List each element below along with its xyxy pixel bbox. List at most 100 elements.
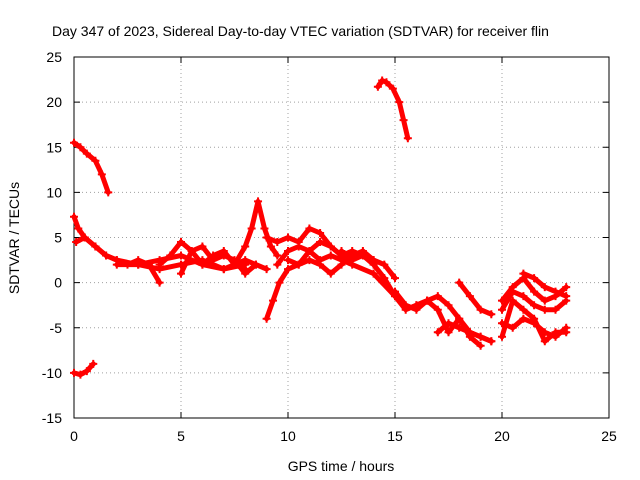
data-point [487, 310, 496, 319]
y-tick-label: -15 [42, 410, 62, 426]
series-arc-12 [284, 247, 399, 283]
data-point [399, 116, 408, 125]
chart-title: Day 347 of 2023, Sidereal Day-to-day VTE… [52, 23, 549, 39]
data-point [316, 260, 325, 269]
data-point [530, 314, 539, 323]
y-tick-label: 25 [46, 49, 62, 65]
y-tick-label: 15 [46, 139, 62, 155]
data-point [305, 247, 314, 256]
data-point [326, 242, 335, 251]
data-point [373, 82, 382, 91]
y-tick-label: 10 [46, 184, 62, 200]
data-point [241, 242, 250, 251]
data-point [198, 260, 207, 269]
data-point [369, 260, 378, 269]
data-point [305, 256, 314, 265]
data-point [155, 260, 164, 269]
data-point [294, 242, 303, 251]
data-point [177, 269, 185, 278]
data-point [498, 296, 506, 305]
data-point [562, 283, 571, 292]
data-point [97, 170, 106, 179]
x-tick-label: 5 [177, 428, 185, 444]
data-point [273, 251, 282, 260]
axis-ticks [73, 56, 610, 419]
data-point [305, 224, 314, 233]
x-tick-label: 25 [601, 428, 617, 444]
series-arc-8 [230, 197, 282, 269]
data-point [476, 341, 485, 350]
data-point [540, 296, 549, 305]
data-point [403, 134, 412, 143]
data-point [219, 265, 228, 274]
data-point [80, 233, 89, 242]
data-point [444, 328, 453, 337]
data-point [82, 149, 91, 158]
data-point [284, 256, 292, 265]
x-tick-label: 10 [280, 428, 296, 444]
y-tick-labels: 25 20 15 10 5 0 -5 -10 -15 [42, 49, 62, 426]
data-point [70, 138, 78, 147]
data-point [369, 269, 378, 278]
data-point [348, 256, 357, 265]
data-point [266, 242, 275, 251]
data-point [284, 233, 292, 242]
data-point [177, 251, 185, 260]
data-point [230, 260, 239, 269]
data-point [166, 251, 175, 260]
data-point [455, 323, 464, 332]
data-point [433, 305, 442, 314]
data-point [401, 301, 410, 310]
data-point [562, 328, 571, 337]
data-point [519, 292, 528, 301]
data-point [89, 359, 98, 368]
data-point [155, 278, 164, 287]
data-point [508, 283, 517, 292]
series-arc-23 [519, 269, 571, 301]
series-arc-21 [498, 287, 571, 314]
y-axis-label: SDTVAR / TECUs [6, 182, 22, 294]
data-point [326, 251, 335, 260]
data-traces [70, 76, 571, 379]
data-point [91, 156, 100, 165]
data-point [284, 265, 292, 274]
data-point [70, 212, 78, 221]
data-point [262, 314, 271, 323]
data-point [254, 197, 263, 206]
data-point [433, 292, 442, 301]
data-point [433, 328, 442, 337]
data-point [382, 78, 391, 87]
data-point [540, 283, 549, 292]
data-point [102, 251, 111, 260]
data-point [70, 368, 78, 377]
data-point [74, 224, 83, 233]
data-point [551, 328, 560, 337]
data-point [76, 370, 85, 379]
data-point [423, 296, 432, 305]
y-tick-label: 20 [46, 94, 62, 110]
data-point [391, 274, 399, 283]
data-point [316, 228, 325, 237]
data-point [530, 301, 539, 310]
data-point [465, 328, 474, 337]
data-point [262, 233, 271, 242]
data-point [455, 314, 464, 323]
data-point [76, 143, 85, 152]
data-point [358, 251, 367, 260]
data-point [273, 260, 282, 269]
series-arc-18 [455, 278, 496, 319]
data-point [326, 269, 335, 278]
data-point [540, 337, 549, 346]
series-arc-17 [433, 319, 496, 346]
series-arc-20 [498, 296, 571, 346]
data-point [519, 314, 528, 323]
data-point [378, 76, 387, 85]
data-point [498, 305, 506, 314]
data-point [337, 247, 346, 256]
y-tick-label: -5 [50, 320, 63, 336]
data-point [187, 247, 196, 256]
data-point [519, 269, 528, 278]
data-point [337, 260, 346, 269]
data-point [551, 305, 560, 314]
